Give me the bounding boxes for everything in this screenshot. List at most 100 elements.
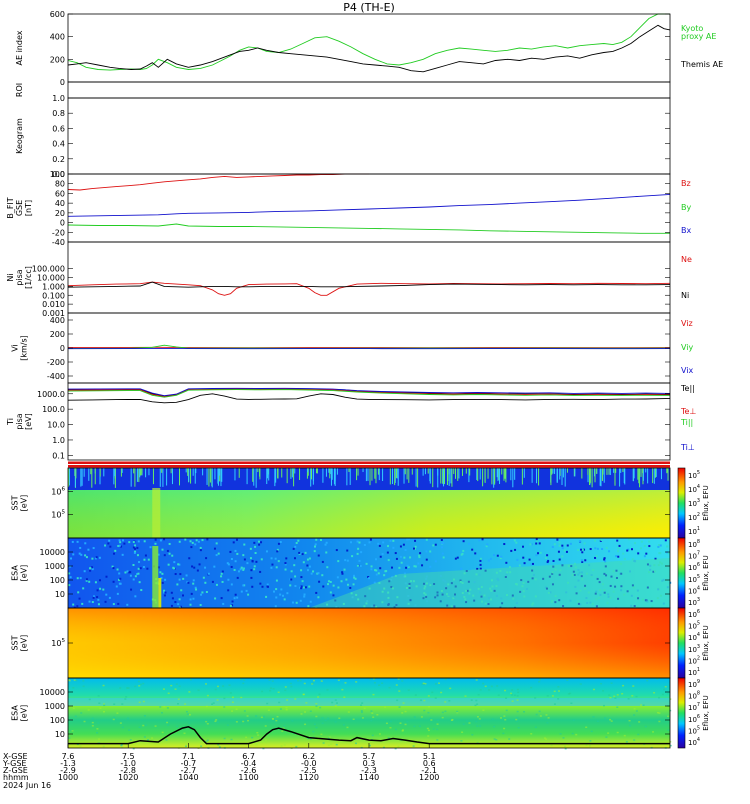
esa-elec-pixel (572, 733, 574, 735)
esa-ion-pixel (70, 576, 72, 578)
sst-ion-streak (390, 468, 391, 484)
sst-ion-streak (259, 468, 260, 477)
sst-ion-streak (207, 468, 208, 485)
esa-elec-pixel (223, 698, 225, 700)
sst-ion-streak (326, 468, 327, 477)
keogram-ylabel: Keogram (15, 118, 24, 154)
esa-elec-pixel (314, 724, 316, 726)
esa-elec-pixel (185, 746, 187, 748)
sst-ion-streak (371, 468, 372, 481)
esa-ion-pixel (358, 560, 360, 562)
esa-elec-pixel (476, 725, 478, 727)
sst-ion-streak (656, 468, 657, 477)
esa-elec-pixel (335, 699, 337, 701)
esa-ion-pixel (302, 553, 304, 555)
esa-ion-pixel (119, 545, 121, 547)
esa-elec-pixel (616, 707, 618, 709)
esa-ion-pixel (134, 552, 136, 554)
esa-ion-pixel (105, 594, 107, 596)
esa_ion-ytick-label: 10000 (40, 548, 65, 557)
sst-ion-feature (152, 488, 160, 538)
sst_elec-colorbar (678, 608, 685, 678)
esa-elec-pixel (444, 711, 446, 713)
esa-ion-pixel (163, 538, 165, 540)
esa-ion-pixel (597, 548, 599, 550)
esa-elec-pixel (628, 698, 630, 700)
esa-ion-pixel (556, 539, 558, 541)
esa-ion-pixel (284, 562, 286, 564)
esa-elec-pixel (270, 687, 272, 689)
esa-elec-pixel (80, 745, 82, 747)
esa-ion-pixel (173, 561, 175, 563)
sst-ion-streak (476, 468, 477, 480)
esa-elec-pixel (653, 692, 655, 694)
esa-ion-pixel (160, 539, 162, 541)
esa-ion-pixel (130, 589, 132, 591)
esa-elec-pixel (315, 705, 317, 707)
esa-elec-pixel (658, 697, 660, 699)
esa-ion-pixel (535, 543, 537, 545)
esa-elec-pixel (269, 679, 271, 681)
esa-elec-pixel (276, 716, 278, 718)
sst_elec-colorbar-tick: 103 (688, 644, 700, 654)
esa-ion-pixel (435, 560, 437, 562)
esa-ion-pixel (86, 578, 88, 580)
sst-ion-streak (457, 468, 458, 481)
esa-ion-pixel (641, 541, 643, 543)
separator-bar-red (68, 462, 670, 465)
esa-ion-pixel (606, 547, 608, 549)
sst-ion-streak (600, 468, 601, 486)
esa-elec-pixel (665, 686, 667, 688)
esa-ion-pixel (154, 543, 156, 545)
esa-elec-pixel (505, 697, 507, 699)
esa-elec-pixel (355, 743, 357, 745)
sst-ion-streak (595, 468, 596, 482)
esa-elec-pixel (217, 686, 219, 688)
esa-elec-pixel (406, 721, 408, 723)
legend-ne: Ne (681, 255, 692, 264)
esa-elec-pixel (605, 736, 607, 738)
esa-ion-pixel (126, 604, 128, 606)
esa-elec-pixel (557, 686, 559, 688)
sst-ion-streak (91, 468, 92, 488)
esa-elec-pixel (364, 708, 366, 710)
sst_elec-colorbar-tick: 104 (688, 632, 700, 642)
esa-elec-pixel (343, 696, 345, 698)
esa-elec-pixel (167, 724, 169, 726)
esa-elec-pixel (124, 698, 126, 700)
esa-ion-pixel (206, 591, 208, 593)
density-ylabel: pisa (15, 269, 24, 285)
sst-ion-streak (317, 468, 318, 473)
esa-ion-pixel (619, 545, 621, 547)
esa-ion-pixel (546, 554, 548, 556)
esa-ion-pixel (558, 551, 560, 553)
esa-ion-pixel (357, 565, 359, 567)
sst-ion-streak (443, 468, 444, 486)
esa-elec-pixel (244, 710, 246, 712)
esa-elec-pixel (471, 699, 473, 701)
esa-ion-pixel (97, 589, 99, 591)
esa-ion-pixel (326, 542, 328, 544)
density-ytick-label: 0.010 (42, 300, 65, 309)
esa-ion-pixel (608, 550, 610, 552)
esa-elec-pixel (469, 722, 471, 724)
esa-elec-pixel (436, 739, 438, 741)
roi-ylabel: ROI (15, 83, 24, 97)
esa-ion-pixel (179, 579, 181, 581)
esa_elec-colorbar-tick: 109 (688, 679, 700, 689)
keogram-ytick-label: 0.8 (52, 109, 65, 118)
esa-elec-pixel (575, 734, 577, 736)
esa-ion-pixel (255, 561, 257, 563)
sst-ion-streak (214, 468, 215, 479)
sst-ion-streak (606, 468, 607, 475)
esa-ion-pixel (176, 583, 178, 585)
esa-elec-pixel (633, 739, 635, 741)
bfield-ylabel: B_FIT (6, 197, 15, 218)
esa-ion-pixel (594, 540, 596, 542)
esa-elec-pixel (373, 694, 375, 696)
esa_elec-ytick-label: 100 (50, 716, 65, 725)
sst-ion-streak (398, 468, 399, 486)
esa-elec-pixel (592, 716, 594, 718)
esa-ion-pixel (169, 553, 171, 555)
esa-elec-pixel (71, 730, 73, 732)
